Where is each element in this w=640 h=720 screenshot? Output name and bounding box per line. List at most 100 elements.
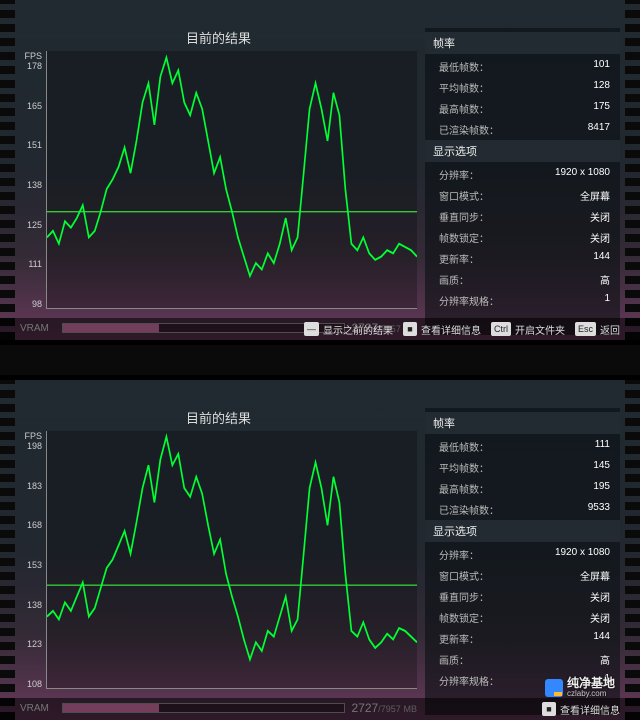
y-tick-label: 183 xyxy=(20,482,42,491)
action-label: 查看详细信息 xyxy=(560,702,620,717)
action-button[interactable]: — 显示之前的结果 xyxy=(304,322,393,337)
y-tick-label: 108 xyxy=(20,680,42,689)
stats-panel: 帧率最低帧数：111 平均帧数： 145 最高帧数：195 已渲染帧数： 9533 显示选项… xyxy=(425,408,620,715)
stat-value: 1 xyxy=(604,293,610,308)
fps-stats-header: 帧率 xyxy=(425,412,620,434)
stat-label: 更新率： xyxy=(439,631,479,646)
stat-label: 分辨率规格： xyxy=(439,673,499,688)
action-bar: — 显示之前的结果 ■ 查看详细信息 Ctrl 开启文件夹 Esc 返回 xyxy=(0,318,640,340)
stat-row: 垂直同步： 关闭 xyxy=(425,586,620,607)
stat-value: 9533 xyxy=(588,502,610,517)
stat-value: 144 xyxy=(593,251,610,266)
action-label: 显示之前的结果 xyxy=(323,322,393,337)
y-tick-label: 138 xyxy=(20,181,42,190)
stat-row: 更新率： 144 xyxy=(425,248,620,269)
stat-row: 画质： 高 xyxy=(425,269,620,290)
watermark: 纯净基地czlaby.com xyxy=(545,677,615,698)
stat-row: 画质： 高 xyxy=(425,649,620,670)
y-tick-label: 178 xyxy=(20,62,42,71)
action-bar: ■ 查看详细信息 xyxy=(0,698,640,720)
stat-value: 1920 x 1080 xyxy=(555,547,610,562)
y-tick-label: 165 xyxy=(20,102,42,111)
stat-label: 垂直同步： xyxy=(439,209,489,224)
action-label: 查看详细信息 xyxy=(421,322,481,337)
stat-label: 最高帧数： xyxy=(439,481,489,496)
stat-row: 平均帧数：128 xyxy=(425,77,620,98)
stat-value: 全屏幕 xyxy=(580,188,610,203)
key-icon: Ctrl xyxy=(491,322,511,336)
y-tick-label: 198 xyxy=(20,442,42,451)
y-axis: 17816515113812511198 xyxy=(20,62,46,309)
stat-row: 最高帧数： 175 xyxy=(425,98,620,119)
stat-value: 高 xyxy=(600,652,610,667)
stat-value: 145 xyxy=(593,460,610,475)
action-button[interactable]: ■ 查看详细信息 xyxy=(542,702,620,717)
chart-title: 目前的结果 xyxy=(20,28,417,47)
key-icon: ■ xyxy=(403,322,417,336)
stat-value: 101 xyxy=(593,59,610,74)
y-tick-label: 98 xyxy=(20,300,42,309)
stat-row: 窗口模式： 全屏幕 xyxy=(425,565,620,586)
watermark-name: 纯净基地 xyxy=(567,677,615,690)
y-tick-label: 168 xyxy=(20,521,42,530)
stat-row: 最高帧数：195 xyxy=(425,478,620,499)
action-button[interactable]: Esc 返回 xyxy=(575,322,620,337)
display-opts-header: 显示选项 xyxy=(425,520,620,542)
stat-row: 窗口模式：全屏幕 xyxy=(425,185,620,206)
stat-value: 8417 xyxy=(588,122,610,137)
stat-value: 高 xyxy=(600,272,610,287)
key-icon: — xyxy=(304,322,319,336)
stat-label: 垂直同步： xyxy=(439,589,489,604)
stat-label: 最低帧数： xyxy=(439,59,489,74)
stat-value: 全屏幕 xyxy=(580,568,610,583)
fps-stats-header: 帧率 xyxy=(425,32,620,54)
stat-row: 分辨率：1920 x 1080 xyxy=(425,164,620,185)
stat-row: 已渲染帧数：8417 xyxy=(425,119,620,140)
stat-row: 已渲染帧数： 9533 xyxy=(425,499,620,520)
y-tick-label: 138 xyxy=(20,601,42,610)
y-tick-label: 111 xyxy=(20,260,42,269)
stat-row: 分辨率规格： 1 xyxy=(425,290,620,311)
chart-title: 目前的结果 xyxy=(20,408,417,427)
watermark-url: czlaby.com xyxy=(567,690,615,698)
stat-label: 画质： xyxy=(439,652,469,667)
y-tick-label: 151 xyxy=(20,141,42,150)
action-button[interactable]: ■ 查看详细信息 xyxy=(403,322,481,337)
watermark-icon xyxy=(545,679,563,697)
stat-label: 平均帧数： xyxy=(439,460,489,475)
fps-axis-label: FPS xyxy=(20,431,46,441)
stat-label: 分辨率： xyxy=(439,547,479,562)
stat-label: 画质： xyxy=(439,272,469,287)
fps-axis-label: FPS xyxy=(20,51,46,61)
stat-label: 更新率： xyxy=(439,251,479,266)
stat-row: 平均帧数： 145 xyxy=(425,457,620,478)
stat-value: 关闭 xyxy=(590,589,610,604)
stat-label: 最高帧数： xyxy=(439,101,489,116)
stat-value: 111 xyxy=(595,439,610,454)
stat-row: 分辨率： 1920 x 1080 xyxy=(425,544,620,565)
y-axis: 198183168153138123108 xyxy=(20,442,46,689)
stat-label: 帧数锁定： xyxy=(439,610,489,625)
stat-row: 最低帧数： 101 xyxy=(425,56,620,77)
stat-row: 最低帧数：111 xyxy=(425,436,620,457)
stat-label: 分辨率： xyxy=(439,167,479,182)
y-tick-label: 123 xyxy=(20,640,42,649)
action-label: 开启文件夹 xyxy=(515,322,565,337)
stat-value: 关闭 xyxy=(590,209,610,224)
key-icon: Esc xyxy=(575,322,596,336)
panel-divider xyxy=(0,340,640,380)
stat-label: 窗口模式： xyxy=(439,568,489,583)
action-button[interactable]: Ctrl 开启文件夹 xyxy=(491,322,565,337)
benchmark-panel: 目前的结果FPS198183168153138123108VRAM2727/79… xyxy=(0,380,640,720)
fps-chart xyxy=(46,51,417,309)
stat-value: 128 xyxy=(593,80,610,95)
stat-row: 帧数锁定： 关闭 xyxy=(425,227,620,248)
stat-row: 更新率：144 xyxy=(425,628,620,649)
action-label: 返回 xyxy=(600,322,620,337)
stat-label: 已渲染帧数： xyxy=(439,502,499,517)
stat-label: 帧数锁定： xyxy=(439,230,489,245)
stat-value: 关闭 xyxy=(590,230,610,245)
stat-value: 175 xyxy=(593,101,610,116)
key-icon: ■ xyxy=(542,702,556,716)
stat-label: 分辨率规格： xyxy=(439,293,499,308)
